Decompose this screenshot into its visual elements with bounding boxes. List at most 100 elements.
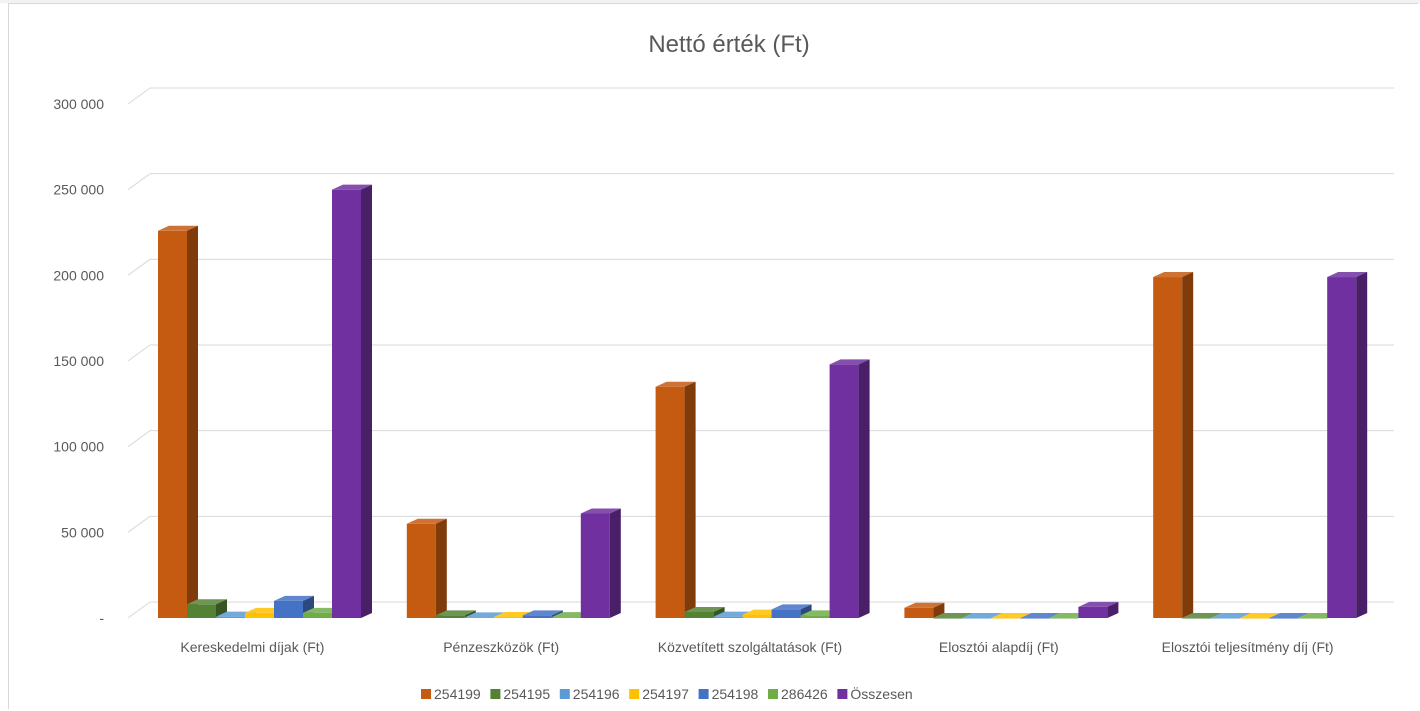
bar-top [771,604,812,610]
bar-top [991,613,1032,618]
bar [1078,601,1119,618]
bar-top [1020,613,1061,618]
bar-top [522,610,563,616]
bar-top [406,518,447,524]
gridline-diagonal [127,515,151,533]
y-tick-label: 200 000 [53,267,104,283]
bar-front [1240,618,1270,619]
bar-front [158,230,187,618]
bar-front [1211,618,1241,619]
bar [1182,613,1223,619]
bar-top [274,595,314,601]
bar-front [904,607,934,618]
bar [991,613,1032,619]
bar-front [742,614,772,618]
bar-front [1049,618,1079,619]
bar-front [1298,618,1328,619]
bar-front [1078,606,1108,618]
bar-top [1078,601,1119,607]
legend-swatch [698,689,709,699]
bar-side [609,508,621,618]
bar-top [580,508,621,514]
gridline-diagonal [127,258,151,276]
x-tick-label: Elosztói alapdíj (Ft) [939,639,1059,655]
bar-side [361,184,372,618]
legend-label: 254198 [712,686,759,702]
chart-title: Nettó érték (Ft) [648,31,809,58]
bar-front [187,604,216,618]
legend-label: 254199 [434,686,481,702]
bar-front [332,189,361,618]
legend-swatch [421,689,431,699]
y-tick-label: - [99,610,104,626]
bar-top [435,610,476,616]
bar-front [1269,618,1299,619]
bar-front [684,612,714,618]
bar-front [829,364,859,618]
legend-label: 254197 [642,686,689,702]
bar-top [1327,272,1368,278]
bar-front [464,617,494,618]
bar-front [406,523,436,618]
y-tick-label: 250 000 [53,182,104,198]
bar-top [1240,613,1281,618]
bar-front [713,616,743,618]
x-tick-label: Közvetített szolgáltatások (Ft) [658,639,842,655]
bar-side [435,518,447,618]
legend-swatch [837,689,848,699]
bar [1240,613,1281,619]
bar-side [187,225,198,618]
legend-item: 254196 [559,686,620,702]
legend-swatch [768,689,778,699]
bar [829,359,870,618]
bar-top [1153,272,1194,278]
legend-label: 286426 [781,686,828,702]
bar [187,599,227,618]
bar-front [962,618,992,619]
legend-item: 254198 [698,686,759,702]
y-tick-label: 50 000 [61,524,104,540]
bar-front [274,600,303,618]
bar-front [245,612,274,618]
x-tick-label: Elosztói teljesítmény díj (Ft) [1162,639,1334,655]
gridline-diagonal [127,87,151,105]
legend-swatch [629,689,640,699]
bar [684,607,725,618]
bar-top [962,613,1003,618]
bar [655,381,696,618]
x-tick-label: Kereskedelmi díjak (Ft) [180,639,324,655]
bar [1327,272,1368,618]
bar-side [684,381,696,618]
bar-top [1182,613,1223,618]
bar-front [1020,618,1050,619]
bar [962,613,1003,619]
bar [406,518,447,618]
bar-top [684,607,725,613]
bar-top [829,359,870,365]
legend-label: 254195 [503,686,550,702]
bar-top [904,602,945,608]
bar [580,508,621,618]
bar-side [933,602,945,618]
bar-side [1182,272,1194,618]
legend-label: Összesen [850,685,912,702]
bar [158,225,198,618]
y-tick-label: 100 000 [53,439,104,455]
legend-item: 254197 [629,686,689,702]
legend-item: Összesen [837,685,913,702]
bar [1211,613,1252,619]
legend-item: 254199 [421,686,481,702]
bar-top [464,612,505,618]
bar [1153,272,1194,618]
x-tick-label: Pénzeszközök (Ft) [443,639,559,655]
bar [904,602,945,618]
bar [1269,613,1310,619]
legend-item: 286426 [768,686,828,702]
gridline-diagonal [127,601,151,619]
bar-top [655,381,696,387]
gridline-diagonal [127,173,151,191]
bar-front [1153,277,1183,618]
bar-front [991,618,1021,619]
bar-front [435,615,465,618]
